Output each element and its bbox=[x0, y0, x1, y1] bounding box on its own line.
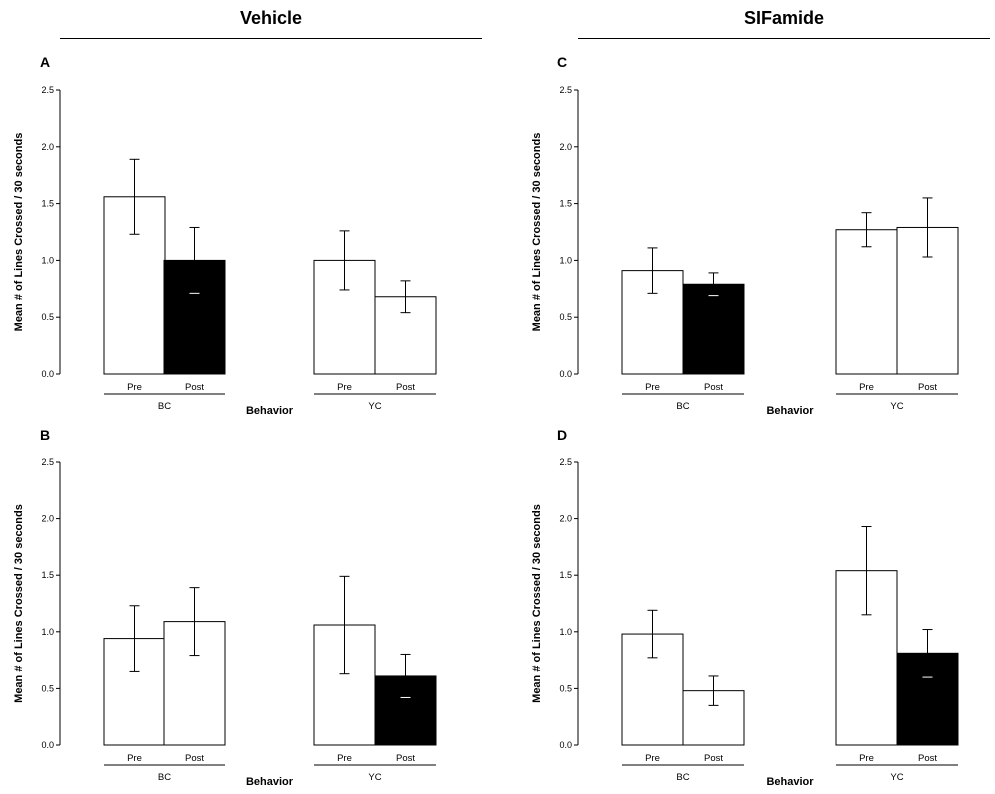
panel-b-group-label-bc: BC bbox=[158, 772, 171, 783]
panel-c-label: C bbox=[557, 54, 567, 70]
panel-d-label: D bbox=[557, 427, 567, 443]
panel-d-bar-label: Post bbox=[918, 753, 937, 764]
panel-c-y-tick-label: 1.5 bbox=[559, 199, 572, 209]
panel-d-group-label-yc: YC bbox=[890, 772, 903, 783]
panel-a-group-label-bc: BC bbox=[158, 401, 171, 412]
panel-c-bar-label: Post bbox=[704, 382, 723, 393]
panel-d-y-tick-label: 0.5 bbox=[559, 683, 572, 693]
panel-a-chart: A 0.0 0.5 1.0 1.5 2.0 2.5 Mean # of Lines Cross… bbox=[13, 54, 437, 417]
panel-b-x-label: Behavior bbox=[246, 776, 294, 788]
panel-a-bar-label: Pre bbox=[337, 382, 352, 393]
panel-c-y-tick-label: 0.5 bbox=[559, 312, 572, 322]
panel-d-x-label: Behavior bbox=[766, 776, 814, 788]
panel-b-bar-label: Pre bbox=[127, 753, 142, 764]
panel-d-y-label: Mean # of Lines Crossed / 30 seconds bbox=[531, 504, 543, 703]
panel-a-y-tick-label: 2.0 bbox=[41, 142, 54, 152]
panel-b-y-label: Mean # of Lines Crossed / 30 seconds bbox=[13, 504, 25, 703]
vehicle-heading-rule bbox=[60, 38, 482, 39]
sifamide-heading: SIFamide bbox=[743, 8, 825, 28]
panel-c-y-tick-label: 0.0 bbox=[559, 369, 572, 379]
panel-c-chart: C 0.0 0.5 1.0 1.5 2.0 2.5 Mean # of Lines Cross… bbox=[531, 54, 959, 417]
panel-b-bar-label: Pre bbox=[337, 753, 352, 764]
panel-c-y-tick-label: 1.0 bbox=[559, 255, 572, 265]
panel-d-bar-label: Pre bbox=[645, 753, 660, 764]
panel-a-bar-label: Post bbox=[396, 382, 415, 393]
panel-d-y-tick-label: 2.5 bbox=[559, 457, 572, 467]
panel-a-y-tick-label: 0.0 bbox=[41, 369, 54, 379]
panel-c-bar-label: Post bbox=[918, 382, 937, 393]
panel-a-group-label-yc: YC bbox=[368, 401, 381, 412]
panel-c-group-label-bc: BC bbox=[676, 401, 689, 412]
panel-a-y-tick-label: 2.5 bbox=[41, 85, 54, 95]
panel-d-bar-label: Pre bbox=[859, 753, 874, 764]
panel-b-y-tick-label: 1.5 bbox=[41, 570, 54, 580]
panel-c-x-label: Behavior bbox=[766, 405, 814, 417]
panel-a-y-tick-label: 0.5 bbox=[41, 312, 54, 322]
panel-b-chart: B 0.0 0.5 1.0 1.5 2.0 2.5 Mean # of Lines Cross… bbox=[13, 427, 437, 788]
panel-d-y-tick-label: 2.0 bbox=[559, 514, 572, 524]
panel-c-bar-yc-pre bbox=[835, 229, 898, 375]
panel-c-bar-label: Pre bbox=[645, 382, 660, 393]
panel-a-bar-label: Post bbox=[185, 382, 204, 393]
panel-b-y-tick-label: 2.0 bbox=[41, 514, 54, 524]
vehicle-heading: Vehicle bbox=[239, 8, 303, 28]
panel-c-y-label: Mean # of Lines Crossed / 30 seconds bbox=[531, 133, 543, 332]
panel-b-y-tick-label: 1.0 bbox=[41, 627, 54, 637]
panel-b-y-tick-label: 0.5 bbox=[41, 683, 54, 693]
panel-a-label: A bbox=[40, 54, 50, 70]
panel-d-y-tick-label: 1.0 bbox=[559, 627, 572, 637]
panel-c-y-tick-label: 2.5 bbox=[559, 85, 572, 95]
panel-a-bar-label: Pre bbox=[127, 382, 142, 393]
sifamide-heading-rule bbox=[578, 38, 990, 39]
panel-d-bar-label: Post bbox=[704, 753, 723, 764]
panel-d-y-tick-label: 0.0 bbox=[559, 740, 572, 750]
panel-b-label: B bbox=[40, 427, 50, 443]
panel-c-y-tick-label: 2.0 bbox=[559, 142, 572, 152]
panel-a-y-tick-label: 1.5 bbox=[41, 199, 54, 209]
panel-b-bar-label: Post bbox=[185, 753, 204, 764]
panel-b-y-tick-label: 0.0 bbox=[41, 740, 54, 750]
panel-c-bar-label: Pre bbox=[859, 382, 874, 393]
panel-d-group-label-bc: BC bbox=[676, 772, 689, 783]
panel-a-x-label: Behavior bbox=[246, 405, 294, 417]
panel-c-bar-bc-post bbox=[682, 283, 745, 375]
panel-a-y-label: Mean # of Lines Crossed / 30 seconds bbox=[13, 133, 25, 332]
panel-a-y-tick-label: 1.0 bbox=[41, 255, 54, 265]
panel-c-group-label-yc: YC bbox=[890, 401, 903, 412]
panel-b-group-label-yc: YC bbox=[368, 772, 381, 783]
panel-b-bar-label: Post bbox=[396, 753, 415, 764]
panel-d-y-tick-label: 1.5 bbox=[559, 570, 572, 580]
panel-d-chart: D 0.0 0.5 1.0 1.5 2.0 2.5 Mean # of Lines Cross… bbox=[531, 427, 959, 788]
panel-b-y-tick-label: 2.5 bbox=[41, 457, 54, 467]
